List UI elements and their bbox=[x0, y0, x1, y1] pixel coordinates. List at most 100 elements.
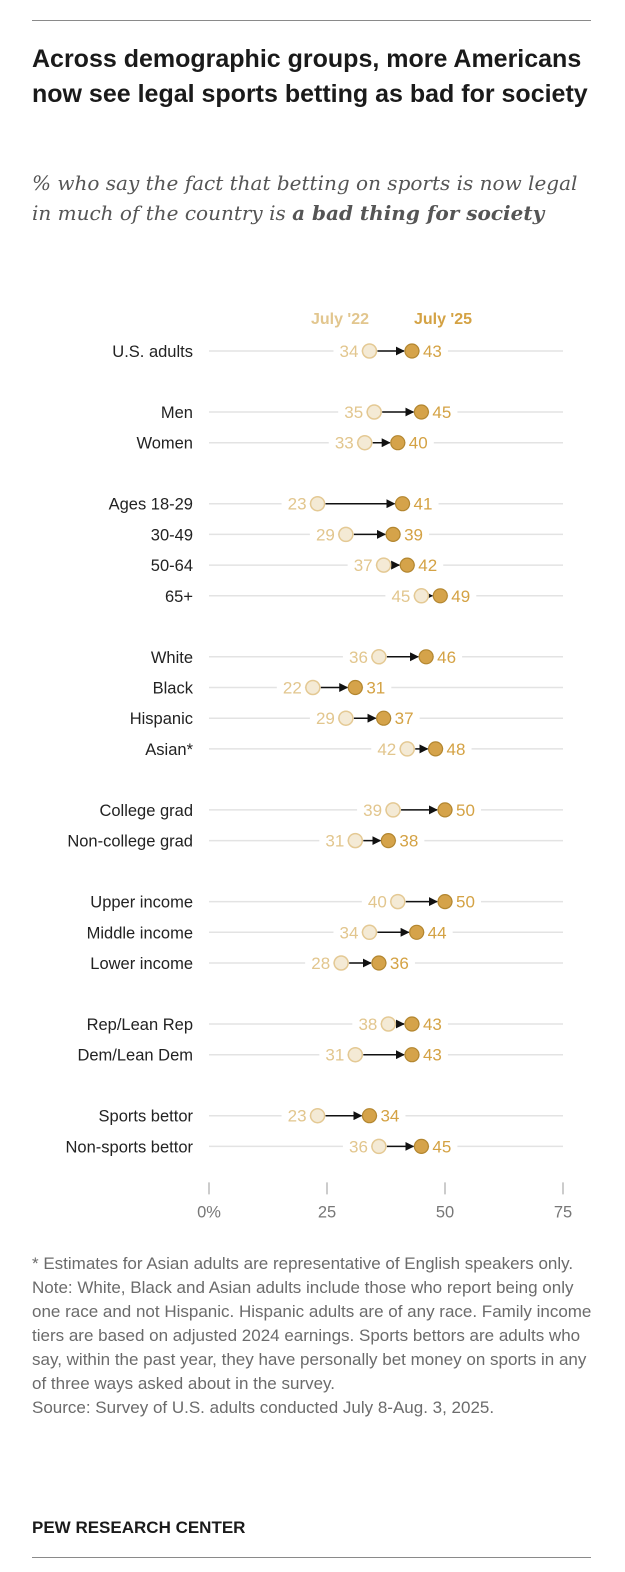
label-bg bbox=[305, 953, 334, 973]
label-bg bbox=[333, 341, 362, 361]
label-bg bbox=[415, 555, 444, 576]
x-tick-label: 50 bbox=[436, 1203, 454, 1221]
dot-july-22 bbox=[371, 649, 387, 665]
dot-july-25 bbox=[404, 1016, 420, 1032]
row-label: Hispanic bbox=[130, 710, 193, 728]
value-label-july-25: 36 bbox=[390, 954, 409, 973]
row: 50-64 37 42 bbox=[151, 555, 563, 576]
value-label-july-25: 50 bbox=[456, 801, 475, 820]
label-bg bbox=[281, 493, 310, 514]
dot-july-25 bbox=[380, 832, 396, 849]
row-label: Dem/Lean Dem bbox=[77, 1047, 193, 1065]
footnote-asian: * Estimates for Asian adults are represe… bbox=[32, 1254, 574, 1273]
label-bg bbox=[309, 708, 338, 729]
value-label-july-22: 31 bbox=[325, 1046, 344, 1065]
row: White 36 46 bbox=[151, 646, 563, 667]
row: Lower income 28 36 bbox=[90, 953, 563, 973]
value-label-july-25: 43 bbox=[423, 342, 442, 361]
label-bg bbox=[405, 432, 434, 453]
dot-july-22 bbox=[361, 924, 378, 941]
label-bg bbox=[361, 891, 390, 912]
dot-july-25 bbox=[409, 924, 425, 940]
dot-july-22 bbox=[347, 1046, 364, 1063]
value-label-july-22: 39 bbox=[363, 801, 382, 820]
dot-july-22 bbox=[309, 495, 326, 512]
value-label-july-25: 43 bbox=[423, 1015, 442, 1034]
row: Dem/Lean Dem 31 43 bbox=[77, 1044, 563, 1065]
dot-july-25 bbox=[394, 496, 411, 512]
dot-july-22 bbox=[309, 1107, 326, 1124]
value-label-july-25: 42 bbox=[418, 556, 437, 575]
value-label-july-22: 28 bbox=[311, 954, 330, 973]
value-label-july-25: 50 bbox=[456, 893, 475, 912]
value-label-july-22: 36 bbox=[349, 648, 368, 667]
dot-july-22 bbox=[385, 802, 401, 818]
value-label-july-25: 31 bbox=[366, 679, 385, 698]
row-label: Non-sports bettor bbox=[66, 1138, 194, 1156]
label-bg bbox=[342, 646, 371, 667]
label-bg bbox=[333, 922, 362, 943]
value-label-july-25: 41 bbox=[414, 495, 433, 514]
value-label-july-25: 45 bbox=[432, 403, 451, 422]
value-label-july-25: 34 bbox=[380, 1107, 399, 1126]
row: Upper income 40 50 bbox=[90, 891, 563, 912]
value-label-july-22: 31 bbox=[325, 832, 344, 851]
value-label-july-25: 39 bbox=[404, 525, 423, 544]
label-bg bbox=[309, 524, 338, 545]
dot-july-25 bbox=[413, 404, 429, 420]
dot-july-22 bbox=[361, 343, 378, 359]
dot-july-25 bbox=[437, 893, 453, 910]
value-label-july-25: 49 bbox=[451, 587, 470, 606]
dot-july-25 bbox=[437, 802, 453, 818]
label-bg bbox=[377, 1105, 406, 1126]
x-tick-label: 25 bbox=[318, 1203, 336, 1221]
row: Men 35 45 bbox=[161, 402, 563, 422]
subtitle-text: % who say the fact that betting on sport… bbox=[32, 171, 578, 225]
value-label-july-22: 36 bbox=[349, 1137, 368, 1156]
row-label: Middle income bbox=[87, 924, 193, 942]
row-label: Asian* bbox=[145, 741, 193, 759]
subtitle-emphasis: a bad thing for society bbox=[292, 201, 545, 225]
x-tick-label: 0% bbox=[197, 1203, 221, 1221]
value-label-july-22: 29 bbox=[316, 525, 335, 544]
dot-july-22 bbox=[366, 404, 382, 420]
dot-july-22 bbox=[371, 1138, 387, 1155]
value-label-july-22: 38 bbox=[358, 1015, 377, 1034]
dot-july-22 bbox=[413, 588, 430, 604]
label-bg bbox=[419, 341, 448, 361]
x-tick-label: 75 bbox=[554, 1203, 572, 1221]
value-label-july-25: 40 bbox=[409, 434, 428, 453]
legend-july-22: July '22 bbox=[311, 311, 369, 328]
row: Middle income 34 44 bbox=[87, 922, 563, 943]
value-label-july-22: 45 bbox=[391, 587, 410, 606]
row: Hispanic 29 37 bbox=[130, 708, 563, 729]
row-label: White bbox=[151, 649, 193, 667]
value-label-july-25: 44 bbox=[428, 923, 447, 942]
dot-july-22 bbox=[380, 1016, 397, 1032]
row-label: Lower income bbox=[90, 955, 193, 973]
value-label-july-22: 42 bbox=[377, 740, 396, 759]
dot-july-22 bbox=[375, 557, 392, 573]
value-label-july-22: 37 bbox=[354, 556, 373, 575]
label-bg bbox=[453, 799, 481, 820]
row-label: 65+ bbox=[165, 588, 193, 606]
value-label-july-22: 23 bbox=[288, 1107, 307, 1126]
row: Black 22 31 bbox=[153, 677, 563, 698]
label-bg bbox=[419, 1044, 448, 1065]
dot-july-25 bbox=[361, 1108, 378, 1124]
label-bg bbox=[429, 1136, 458, 1157]
legend-july-25: July '25 bbox=[414, 311, 472, 328]
value-label-july-22: 23 bbox=[288, 495, 307, 514]
value-label-july-25: 45 bbox=[432, 1137, 451, 1156]
source: Source: Survey of U.S. adults conducted … bbox=[32, 1398, 495, 1417]
dot-july-22 bbox=[357, 434, 373, 451]
dot-july-22 bbox=[390, 893, 406, 910]
chart-title: Across demographic groups, more American… bbox=[32, 45, 588, 108]
value-label-july-22: 34 bbox=[340, 342, 359, 361]
dot-july-25 bbox=[427, 741, 444, 757]
label-bg bbox=[386, 953, 415, 973]
row: College grad 39 50 bbox=[99, 799, 563, 820]
value-label-july-22: 35 bbox=[344, 403, 363, 422]
dot-july-25 bbox=[390, 435, 406, 451]
row: 65+ 45 49 bbox=[165, 585, 563, 606]
